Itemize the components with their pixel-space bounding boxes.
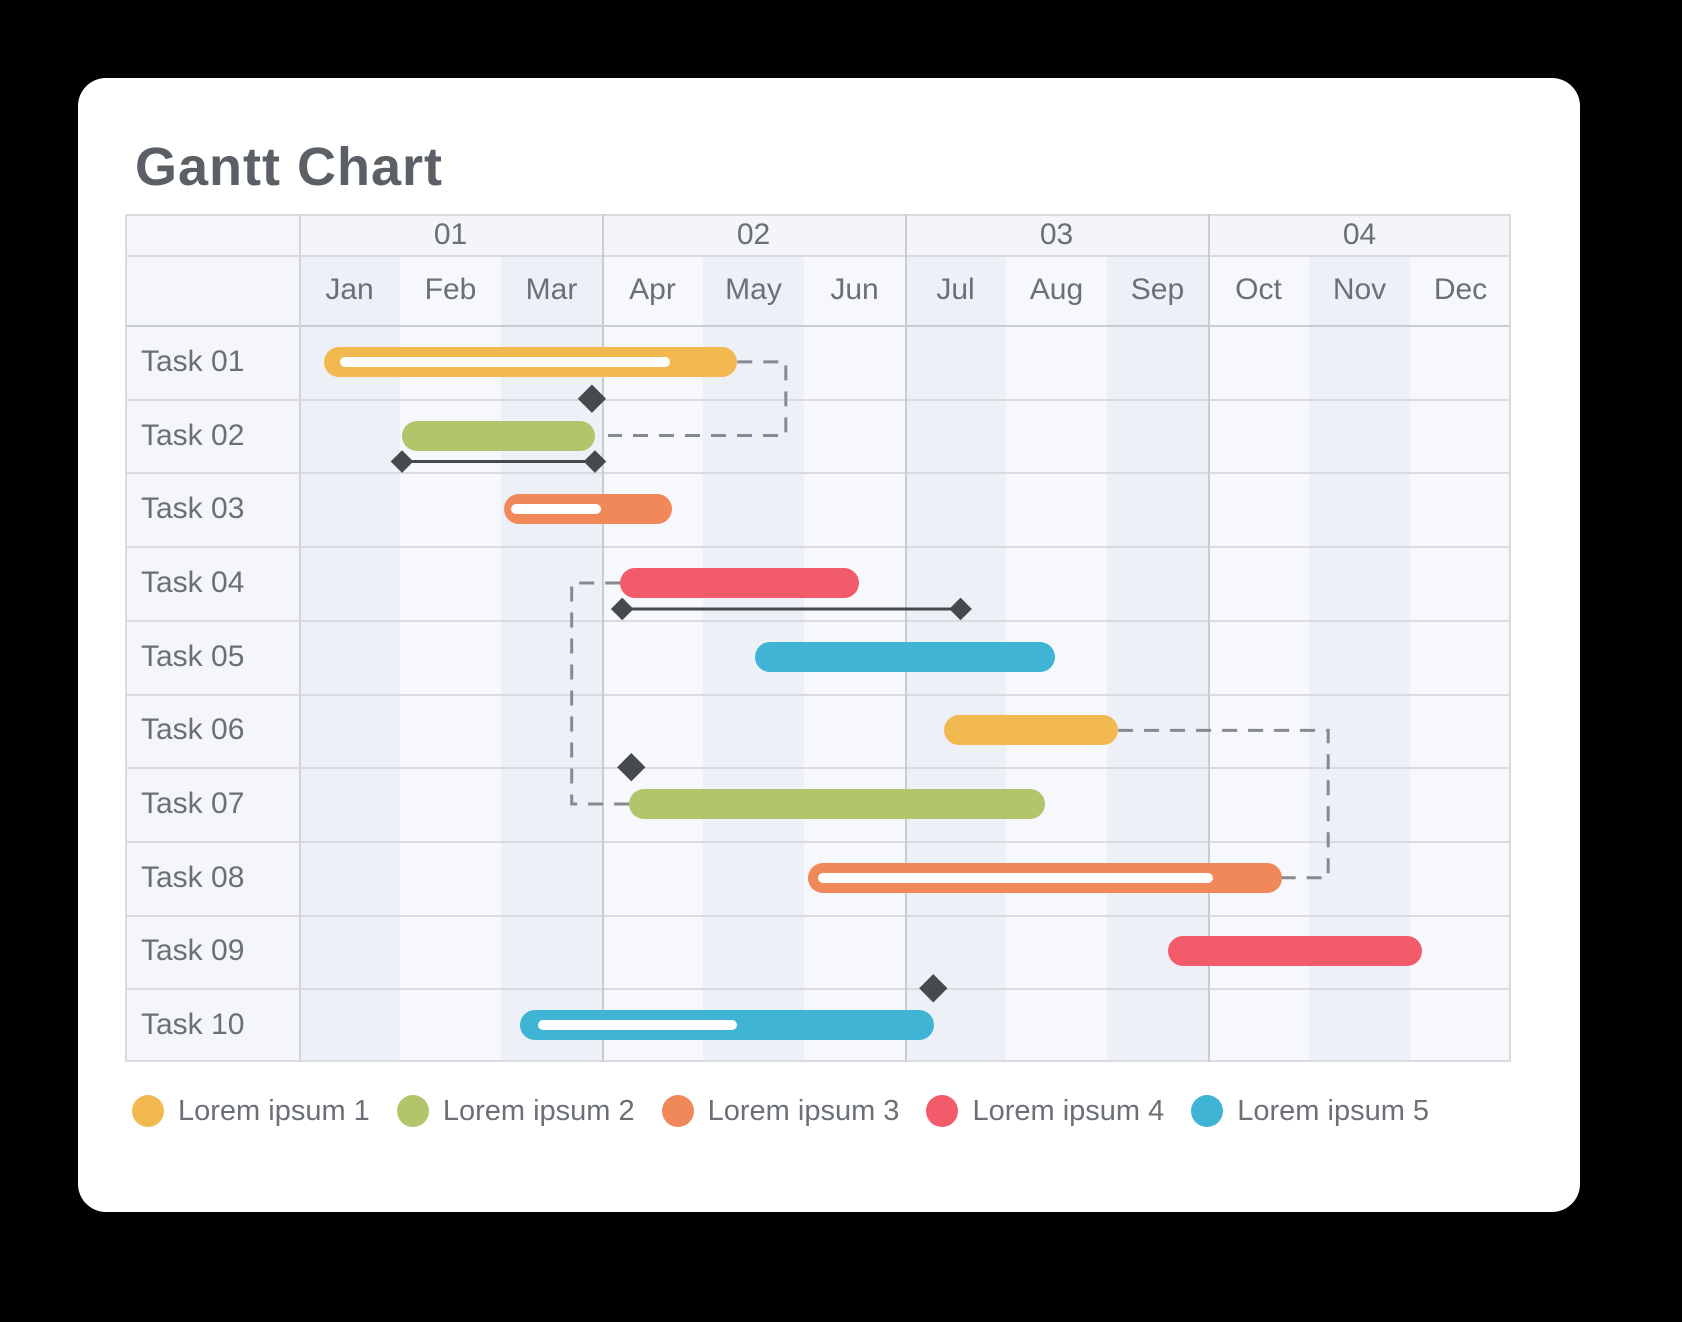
legend-item: Lorem ipsum 1 — [132, 1095, 370, 1128]
month-label: Nov — [1332, 273, 1387, 306]
legend-label: Lorem ipsum 2 — [442, 1094, 635, 1127]
quarter-label: 01 — [433, 217, 468, 251]
header-band — [125, 214, 1511, 255]
grid-row-line — [125, 398, 1511, 401]
task-row-label: Task 08 — [141, 860, 245, 894]
legend-item: Lorem ipsum 2 — [396, 1094, 635, 1128]
legend-label: Lorem ipsum 1 — [178, 1094, 370, 1127]
legend-item: Lorem ipsum 5 — [1191, 1095, 1429, 1128]
task-row-label: Task 07 — [141, 787, 245, 821]
quarter-label: 02 — [736, 217, 771, 251]
legend-color-dot — [926, 1095, 959, 1127]
month-column-stripe — [299, 255, 400, 1060]
month-column-stripe — [400, 255, 501, 1060]
task-bar — [754, 641, 1056, 672]
month-label: Feb — [424, 273, 477, 306]
month-label: Apr — [629, 273, 676, 306]
gantt-chart: 01 02 03 04 Jan Feb Mar Apr May Jun Jul Aug Sep Oct No… — [125, 214, 1511, 1062]
month-label: Oct — [1235, 273, 1282, 306]
legend-color-dot — [661, 1095, 694, 1127]
month-label: May — [725, 273, 782, 306]
task-row-label: Task 02 — [141, 418, 245, 452]
grid-row-line — [125, 693, 1511, 696]
month-label: Jul — [936, 273, 975, 306]
task-bar — [944, 715, 1119, 746]
gantt-card: Gantt Chart 01 02 03 04 Jan Feb Mar Apr May Jun Ju… — [78, 78, 1580, 1212]
grid-row-line — [125, 619, 1511, 622]
grid-row-line — [125, 214, 1511, 216]
month-label: Jan — [325, 273, 374, 306]
legend: Lorem ipsum 1 Lorem ipsum 2 Lorem ipsum 3 L… — [132, 1092, 1456, 1130]
grid-column-line — [1509, 214, 1511, 1062]
grid-column-line — [299, 214, 301, 1062]
task-row-label: Task 01 — [141, 344, 245, 378]
task-row-label: Task 05 — [141, 639, 245, 673]
task-row-label: Task 04 — [141, 565, 245, 599]
grid-column-line — [1208, 214, 1210, 1062]
grid-row-line — [125, 767, 1511, 770]
grid-row-line — [125, 472, 1511, 475]
month-column-stripe — [1309, 255, 1410, 1060]
task-bar — [402, 420, 595, 451]
legend-color-dot — [1191, 1095, 1224, 1127]
grid-row-line — [125, 914, 1511, 917]
task-progress-stripe — [340, 356, 670, 367]
month-label: Sep — [1130, 273, 1185, 306]
legend-label: Lorem ipsum 4 — [972, 1094, 1165, 1127]
task-row-label: Task 03 — [141, 492, 245, 526]
task-bar — [1167, 936, 1423, 967]
legend-item: Lorem ipsum 4 — [926, 1095, 1164, 1128]
legend-label: Lorem ipsum 3 — [707, 1094, 900, 1127]
legend-item: Lorem ipsum 3 — [661, 1094, 900, 1128]
task-row-label: Task 06 — [141, 713, 245, 747]
task-row-label: Task 10 — [141, 1008, 245, 1042]
grid-row-line — [125, 1060, 1511, 1062]
grid-column-line — [125, 214, 127, 1062]
grid-row-line — [125, 325, 1511, 327]
task-progress-stripe — [511, 504, 601, 515]
chart-title: Gantt Chart — [135, 137, 443, 197]
task-progress-stripe — [818, 872, 1214, 883]
grid-column-line — [602, 214, 604, 1062]
quarter-label: 04 — [1342, 217, 1377, 251]
task-row-label: Task 09 — [141, 934, 245, 968]
month-label: Jun — [830, 273, 879, 306]
grid-row-line — [125, 840, 1511, 843]
legend-label: Lorem ipsum 5 — [1237, 1094, 1430, 1127]
month-column-stripe — [1208, 255, 1309, 1060]
task-bar — [629, 789, 1046, 820]
legend-color-dot — [396, 1095, 429, 1127]
task-progress-stripe — [538, 1020, 738, 1031]
task-bar — [620, 567, 859, 598]
month-column-stripe — [1410, 255, 1511, 1060]
grid-row-line — [125, 988, 1511, 991]
grid-row-line — [125, 546, 1511, 549]
legend-color-dot — [132, 1095, 164, 1127]
month-label: Aug — [1029, 273, 1084, 306]
grid-column-line — [905, 214, 907, 1062]
grid-row-line — [125, 255, 1511, 257]
month-label: Dec — [1433, 273, 1488, 306]
quarter-label: 03 — [1039, 217, 1074, 251]
task-label-column — [125, 214, 299, 1062]
month-column-stripe — [1107, 255, 1208, 1060]
month-label: Mar — [525, 273, 578, 306]
